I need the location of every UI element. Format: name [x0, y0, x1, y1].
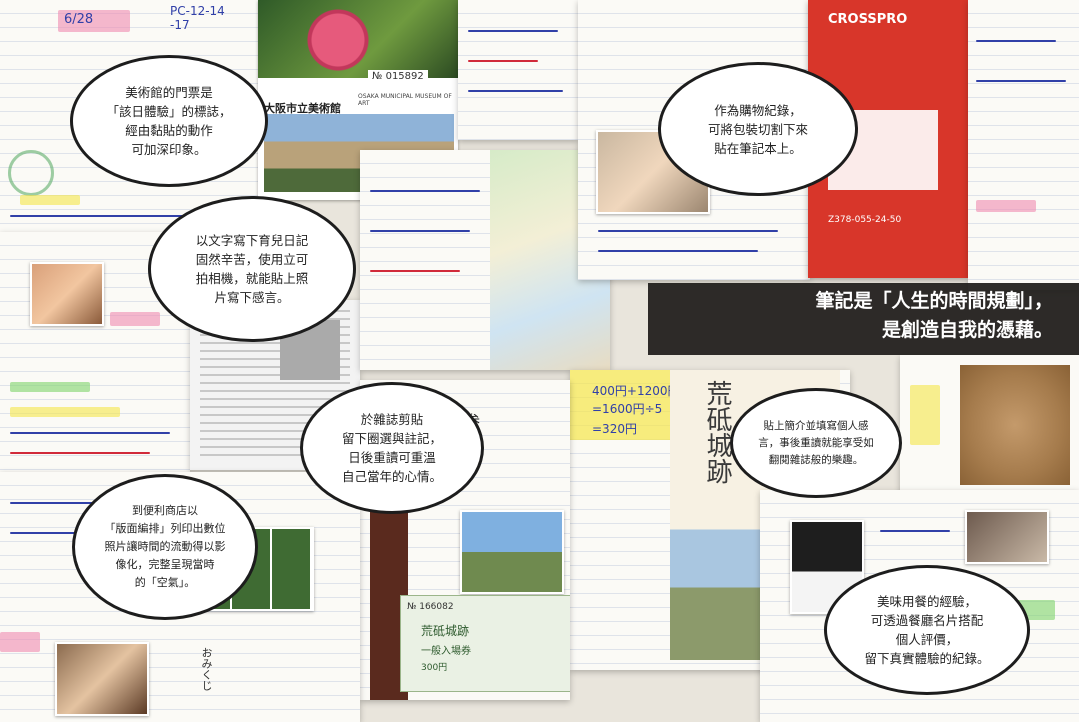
headline-banner: 筆記是「人生的時間規劃」， 是創造自我的憑藉。: [648, 283, 1079, 355]
calc-line-3: =320円: [592, 422, 637, 436]
ticket2-price: 300円: [421, 663, 448, 673]
package-code: Z378-055-24-50: [828, 215, 902, 225]
toddler-photo: [55, 642, 149, 716]
bubble-childcare-photo: 以文字寫下育兒日記 固然辛苦，使用立可 拍相機，就能貼上照 片寫下感言。: [148, 196, 356, 342]
admission-ticket: № 166082 荒砥城跡 一般入場券 300円: [400, 595, 570, 692]
bubble-shopping-record: 作為購物紀錄， 可將包裝切割下來 貼在筆記本上。: [658, 62, 858, 196]
museum-name-label: 大阪市立美術館: [264, 102, 341, 115]
map-page: [360, 150, 610, 370]
ticket2-number: № 166082: [407, 602, 454, 612]
ticket2-sub: 一般入場券: [421, 646, 471, 657]
headline-line-2: 是創造自我的憑藉。: [881, 319, 1053, 341]
bubble-magazine-clip: 於雜誌剪貼 留下圈選與註記， 日後重讀可重溫 自己當年的心情。: [300, 382, 484, 514]
group-photo: [460, 510, 564, 594]
calc-line-2: =1600円÷5: [592, 402, 663, 416]
package-brand: CROSSPRO: [828, 12, 908, 27]
headline-line-1: 筆記是「人生的時間規劃」，: [815, 290, 1053, 312]
restaurant-photo: [965, 510, 1049, 564]
ticket-number: № 015892: [368, 70, 428, 83]
bubble-restaurant-card: 美味用餐的經驗， 可透過餐廳名片搭配 個人評價， 留下真實體驗的紀錄。: [824, 565, 1030, 695]
bubble-museum-ticket: 美術館的門票是 「該日體驗」的標誌， 經由黏貼的動作 可加深印象。: [70, 55, 268, 187]
notebook-page-right-mid: [900, 355, 1079, 495]
castle-title: 荒砥城跡: [702, 380, 732, 484]
notebook-page-top-right: [968, 0, 1079, 290]
calc-line-1: 400円+1200円: [592, 384, 680, 398]
bubble-convenience-store: 到便利商店以 「版面編排」列印出數位 照片讓時間的流動得以影 像化，完整呈現當時…: [72, 474, 258, 620]
museum-name-en: OSAKA MUNICIPAL MUSEUM OF ART: [358, 93, 452, 107]
ticket2-title: 荒砥城跡: [421, 624, 470, 638]
handwritten-date-note: PC-12-14 -17: [170, 4, 225, 32]
notebook-page-top-mid: [458, 0, 578, 140]
bubble-brochure-note: 貼上簡介並填寫個人感 言，事後重讀就能享受如 翻閱雜誌般的樂趣。: [730, 388, 902, 498]
notebook-page-top-center: [578, 0, 810, 280]
sticker-date: 6/28: [64, 12, 94, 27]
omikuji-label: おみくじ: [200, 647, 213, 691]
baby-photo: [30, 262, 104, 326]
